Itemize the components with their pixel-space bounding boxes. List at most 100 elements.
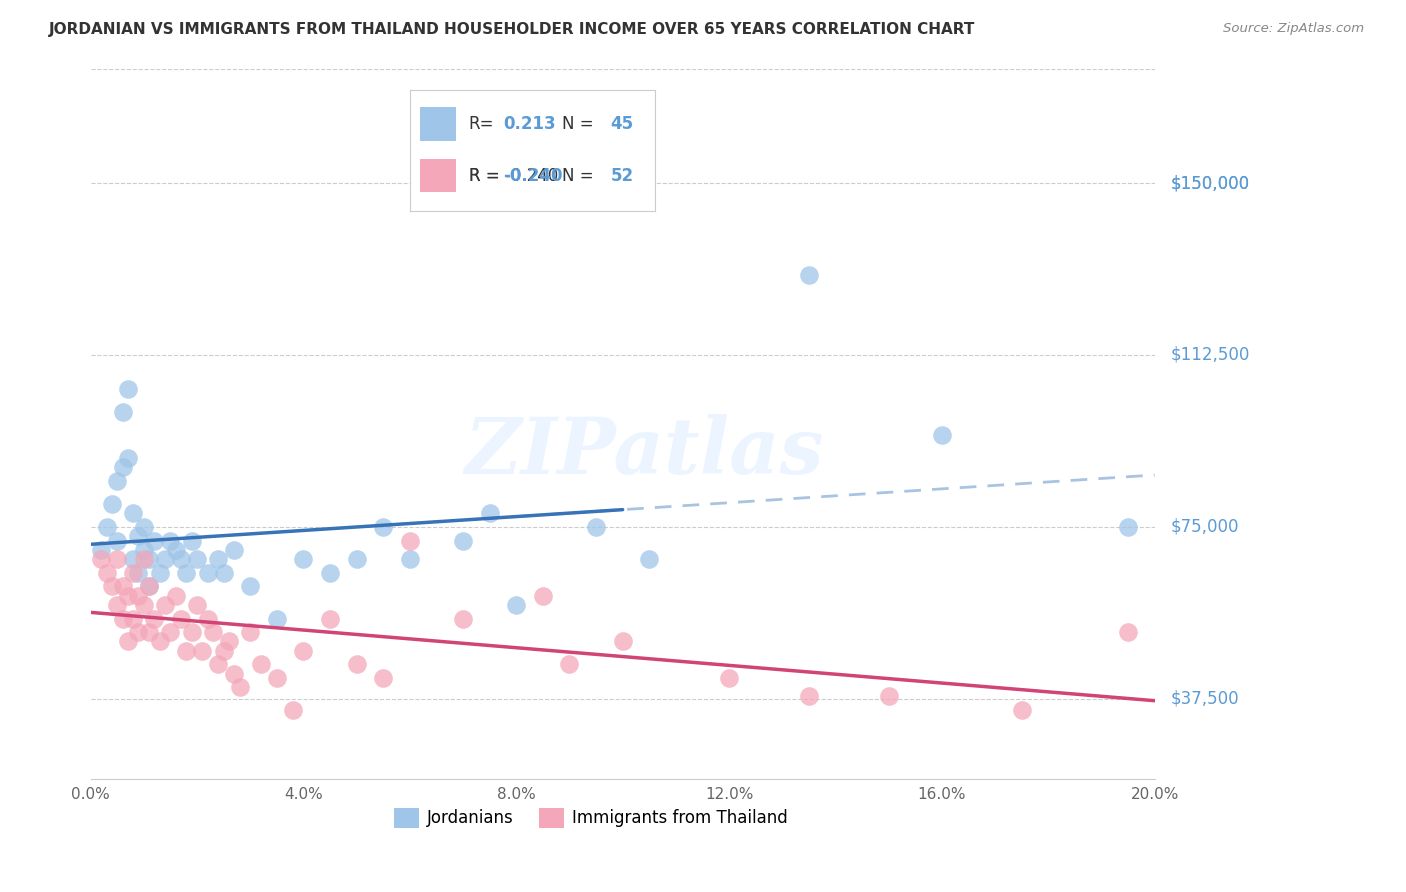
Point <box>197 566 219 580</box>
Point <box>718 671 741 685</box>
Point <box>111 460 134 475</box>
Point <box>292 552 315 566</box>
Point <box>239 579 262 593</box>
Point <box>398 552 420 566</box>
Legend: Jordanians, Immigrants from Thailand: Jordanians, Immigrants from Thailand <box>387 801 794 835</box>
Point <box>111 405 134 419</box>
Point <box>319 566 342 580</box>
Point <box>191 643 214 657</box>
Point <box>122 506 145 520</box>
Point <box>1116 520 1139 534</box>
Point <box>132 598 155 612</box>
Point <box>224 542 246 557</box>
Point <box>797 268 820 282</box>
Point <box>1116 625 1139 640</box>
Point <box>153 552 176 566</box>
Point <box>122 566 145 580</box>
Point <box>207 552 229 566</box>
Point <box>138 579 160 593</box>
Point <box>117 451 139 466</box>
Point <box>128 625 150 640</box>
Point <box>138 552 160 566</box>
Point <box>153 598 176 612</box>
Text: $150,000: $150,000 <box>1171 174 1250 192</box>
Text: $37,500: $37,500 <box>1171 690 1239 707</box>
Point <box>117 589 139 603</box>
Text: JORDANIAN VS IMMIGRANTS FROM THAILAND HOUSEHOLDER INCOME OVER 65 YEARS CORRELATI: JORDANIAN VS IMMIGRANTS FROM THAILAND HO… <box>49 22 976 37</box>
Point <box>224 666 246 681</box>
Text: $150,000: $150,000 <box>1171 174 1250 192</box>
Text: $75,000: $75,000 <box>1171 518 1239 536</box>
Point <box>451 533 474 548</box>
Point <box>117 634 139 648</box>
Point <box>451 611 474 625</box>
Point <box>531 589 554 603</box>
Point <box>505 598 527 612</box>
Point <box>132 542 155 557</box>
Point <box>128 566 150 580</box>
Point <box>90 552 112 566</box>
Point <box>128 529 150 543</box>
Point <box>212 566 235 580</box>
Point <box>117 382 139 396</box>
Point <box>239 625 262 640</box>
Text: Source: ZipAtlas.com: Source: ZipAtlas.com <box>1223 22 1364 36</box>
Point <box>165 589 187 603</box>
Point <box>101 497 124 511</box>
Point <box>170 611 193 625</box>
Point <box>105 533 128 548</box>
Point <box>228 680 250 694</box>
Point <box>159 625 181 640</box>
Point <box>931 428 953 442</box>
Point <box>101 579 124 593</box>
Point <box>398 533 420 548</box>
Point <box>201 625 224 640</box>
Point <box>197 611 219 625</box>
Point <box>149 566 172 580</box>
Point <box>373 520 395 534</box>
Point <box>105 598 128 612</box>
Point <box>165 542 187 557</box>
Point <box>1011 703 1033 717</box>
Point <box>111 579 134 593</box>
Point <box>346 552 368 566</box>
Point <box>638 552 661 566</box>
Point <box>346 657 368 672</box>
Point <box>877 690 900 704</box>
Point <box>122 611 145 625</box>
Point <box>128 589 150 603</box>
Point <box>170 552 193 566</box>
Point <box>96 566 118 580</box>
Point <box>180 625 202 640</box>
Point <box>186 552 208 566</box>
Point <box>111 611 134 625</box>
Point <box>266 671 288 685</box>
Point <box>207 657 229 672</box>
Point <box>176 566 198 580</box>
Point <box>122 552 145 566</box>
Text: ZIPatlas: ZIPatlas <box>464 414 824 491</box>
Point <box>292 643 315 657</box>
Point <box>478 506 501 520</box>
Point <box>105 552 128 566</box>
Point <box>797 690 820 704</box>
Point <box>90 542 112 557</box>
Point <box>250 657 273 672</box>
Point <box>180 533 202 548</box>
Text: $112,500: $112,500 <box>1171 346 1250 364</box>
Point <box>149 634 172 648</box>
Point <box>281 703 304 717</box>
Point <box>105 474 128 488</box>
Point <box>218 634 240 648</box>
Point <box>143 611 166 625</box>
Point <box>176 643 198 657</box>
Point <box>212 643 235 657</box>
Point <box>132 552 155 566</box>
Point <box>319 611 342 625</box>
Point <box>96 520 118 534</box>
Point <box>585 520 607 534</box>
Point <box>612 634 634 648</box>
Point <box>186 598 208 612</box>
Point <box>143 533 166 548</box>
Point <box>373 671 395 685</box>
